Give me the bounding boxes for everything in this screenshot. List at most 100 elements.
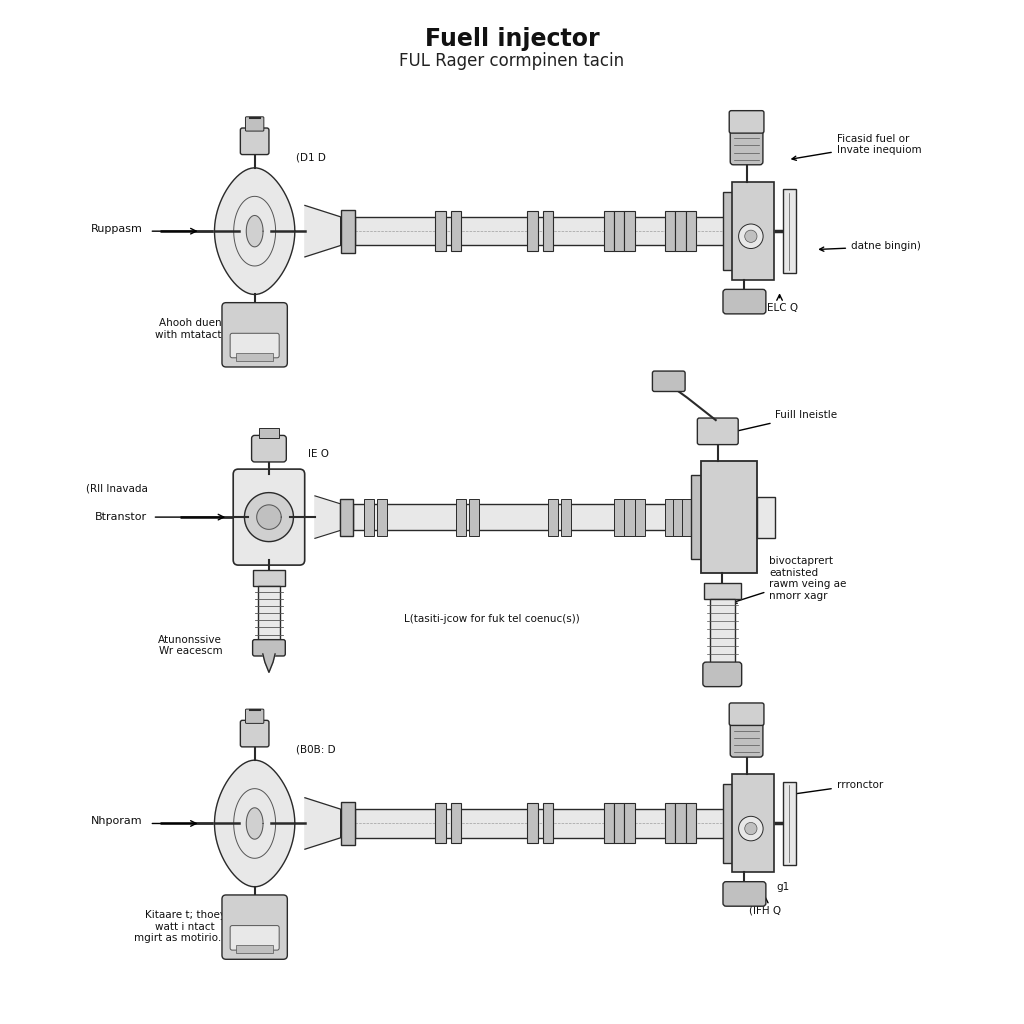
Polygon shape <box>315 496 340 539</box>
FancyBboxPatch shape <box>723 191 733 270</box>
FancyBboxPatch shape <box>222 895 288 959</box>
FancyBboxPatch shape <box>666 211 676 251</box>
FancyBboxPatch shape <box>527 804 538 844</box>
FancyBboxPatch shape <box>561 499 571 536</box>
FancyBboxPatch shape <box>341 210 355 253</box>
Text: (RII Inavada: (RII Inavada <box>86 483 147 494</box>
FancyBboxPatch shape <box>253 640 286 656</box>
Polygon shape <box>305 798 341 849</box>
FancyBboxPatch shape <box>682 499 692 536</box>
FancyBboxPatch shape <box>625 499 635 536</box>
FancyBboxPatch shape <box>686 211 696 251</box>
Text: Btranstor: Btranstor <box>95 512 147 522</box>
FancyBboxPatch shape <box>340 499 352 536</box>
FancyBboxPatch shape <box>237 945 273 953</box>
FancyBboxPatch shape <box>341 802 355 845</box>
FancyBboxPatch shape <box>230 333 280 357</box>
Text: Ahooh duen
with mtatact): Ahooh duen with mtatact) <box>155 318 225 340</box>
FancyBboxPatch shape <box>731 774 774 872</box>
FancyBboxPatch shape <box>691 475 702 559</box>
FancyBboxPatch shape <box>730 720 763 757</box>
FancyBboxPatch shape <box>246 709 264 723</box>
FancyBboxPatch shape <box>230 926 280 950</box>
FancyBboxPatch shape <box>451 211 461 251</box>
FancyBboxPatch shape <box>625 804 635 844</box>
Text: Ficasid fuel or
Invate inequiom: Ficasid fuel or Invate inequiom <box>792 133 922 161</box>
Text: Ruppasm: Ruppasm <box>90 224 142 234</box>
FancyBboxPatch shape <box>686 804 696 844</box>
Polygon shape <box>257 505 282 529</box>
Polygon shape <box>245 493 294 542</box>
FancyBboxPatch shape <box>614 499 625 536</box>
FancyBboxPatch shape <box>666 804 676 844</box>
FancyBboxPatch shape <box>543 211 553 251</box>
FancyBboxPatch shape <box>666 499 676 536</box>
FancyBboxPatch shape <box>731 182 774 281</box>
FancyBboxPatch shape <box>702 663 741 687</box>
FancyBboxPatch shape <box>700 461 757 573</box>
FancyBboxPatch shape <box>652 371 685 391</box>
FancyBboxPatch shape <box>253 570 286 586</box>
FancyBboxPatch shape <box>355 809 731 838</box>
Text: L(tasiti-jcow for fuk tel coenuc(s)): L(tasiti-jcow for fuk tel coenuc(s)) <box>403 614 580 625</box>
Polygon shape <box>305 206 341 257</box>
FancyBboxPatch shape <box>710 599 734 666</box>
FancyBboxPatch shape <box>246 117 264 131</box>
FancyBboxPatch shape <box>782 189 796 272</box>
FancyBboxPatch shape <box>352 504 700 530</box>
Text: Nhporam: Nhporam <box>91 816 142 826</box>
FancyBboxPatch shape <box>604 804 614 844</box>
Polygon shape <box>214 760 295 887</box>
Text: Kitaare t; thoey
watt i ntact
mgirt as motirio.ns;: Kitaare t; thoey watt i ntact mgirt as m… <box>134 910 237 943</box>
Text: rrronctor: rrronctor <box>792 779 883 796</box>
Text: bivoctaprert
eatnisted
rawm veing ae
nmorr xagr: bivoctaprert eatnisted rawm veing ae nmo… <box>732 556 847 603</box>
FancyBboxPatch shape <box>241 720 269 746</box>
Text: Atunonssive
Wr eacescm: Atunonssive Wr eacescm <box>159 635 222 656</box>
Text: (IFH Q: (IFH Q <box>750 905 781 915</box>
FancyBboxPatch shape <box>723 784 733 862</box>
Text: Fuill Ineistle: Fuill Ineistle <box>700 410 838 440</box>
FancyBboxPatch shape <box>258 586 281 642</box>
FancyBboxPatch shape <box>703 584 740 599</box>
FancyBboxPatch shape <box>729 111 764 133</box>
FancyBboxPatch shape <box>527 211 538 251</box>
FancyBboxPatch shape <box>723 290 766 314</box>
FancyBboxPatch shape <box>237 352 273 360</box>
Text: (B0B: D: (B0B: D <box>296 744 335 755</box>
Circle shape <box>744 230 757 243</box>
FancyBboxPatch shape <box>469 499 479 536</box>
Text: IE O: IE O <box>308 449 329 459</box>
Circle shape <box>744 822 757 835</box>
FancyBboxPatch shape <box>222 303 288 367</box>
FancyBboxPatch shape <box>757 497 775 538</box>
FancyBboxPatch shape <box>730 128 763 165</box>
FancyBboxPatch shape <box>729 702 764 725</box>
FancyBboxPatch shape <box>456 499 466 536</box>
FancyBboxPatch shape <box>435 211 445 251</box>
FancyBboxPatch shape <box>548 499 558 536</box>
Polygon shape <box>263 654 275 673</box>
Text: (IELC Q: (IELC Q <box>761 303 799 312</box>
FancyBboxPatch shape <box>377 499 387 536</box>
Circle shape <box>738 816 763 841</box>
FancyBboxPatch shape <box>233 469 305 565</box>
FancyBboxPatch shape <box>259 428 280 438</box>
FancyBboxPatch shape <box>604 211 614 251</box>
FancyBboxPatch shape <box>252 435 287 462</box>
FancyBboxPatch shape <box>723 882 766 906</box>
Text: datne bingin): datne bingin) <box>819 242 921 252</box>
FancyBboxPatch shape <box>364 499 374 536</box>
FancyBboxPatch shape <box>614 804 625 844</box>
FancyBboxPatch shape <box>635 499 645 536</box>
Polygon shape <box>247 808 263 839</box>
Circle shape <box>738 224 763 249</box>
FancyBboxPatch shape <box>451 804 461 844</box>
FancyBboxPatch shape <box>241 128 269 155</box>
Polygon shape <box>247 215 263 247</box>
FancyBboxPatch shape <box>782 781 796 865</box>
Text: Fuell injector: Fuell injector <box>425 28 599 51</box>
FancyBboxPatch shape <box>676 804 686 844</box>
Text: FUL Rager cormpinen tacin: FUL Rager cormpinen tacin <box>399 51 625 70</box>
FancyBboxPatch shape <box>697 418 738 444</box>
FancyBboxPatch shape <box>614 211 625 251</box>
